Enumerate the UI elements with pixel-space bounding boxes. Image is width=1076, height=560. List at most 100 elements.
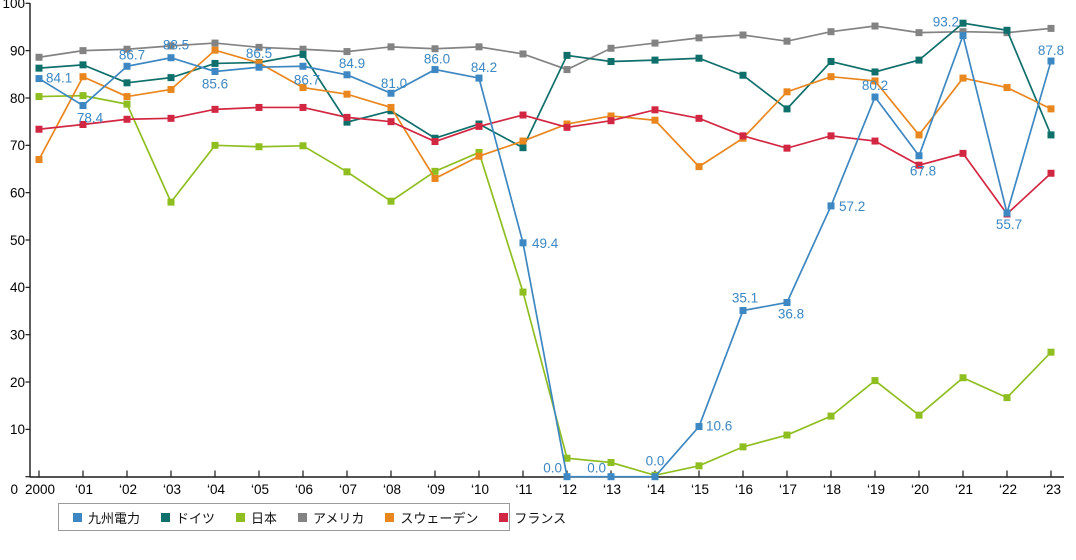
data-label: 88.5 bbox=[163, 38, 189, 53]
legend-swatch-usa bbox=[298, 512, 308, 522]
x-axis-tick-label: ‘13 bbox=[603, 482, 621, 497]
x-axis-tick-label: ‘05 bbox=[251, 482, 269, 497]
data-point-france bbox=[35, 125, 43, 133]
data-point-japan bbox=[827, 412, 835, 420]
data-point-germany bbox=[871, 68, 879, 76]
data-point-france bbox=[79, 120, 87, 128]
data-point-kyushu-denryoku bbox=[79, 102, 87, 110]
data-point-usa bbox=[431, 45, 439, 53]
data-point-usa bbox=[167, 42, 175, 50]
legend-label: アメリカ bbox=[313, 510, 365, 526]
data-label: 78.4 bbox=[77, 111, 104, 126]
data-point-japan bbox=[519, 288, 527, 296]
data-point-sweden bbox=[79, 73, 87, 81]
data-point-germany bbox=[1047, 131, 1055, 139]
data-point-usa bbox=[871, 22, 879, 30]
data-point-japan bbox=[1047, 348, 1055, 356]
x-axis-tick-label: 2000 bbox=[25, 482, 55, 497]
data-point-usa bbox=[79, 47, 87, 55]
data-point-japan bbox=[607, 458, 615, 466]
data-label: 85.6 bbox=[202, 76, 228, 91]
data-label: 84.2 bbox=[471, 60, 497, 75]
x-axis-tick-label: ‘07 bbox=[339, 482, 357, 497]
data-point-germany bbox=[563, 51, 571, 59]
data-point-france bbox=[255, 103, 263, 111]
data-point-sweden bbox=[431, 174, 439, 182]
data-point-france bbox=[871, 137, 879, 145]
data-label: 86.7 bbox=[294, 72, 320, 87]
data-point-usa bbox=[695, 34, 703, 42]
legend-swatch-japan bbox=[236, 512, 246, 522]
legend-item-usa: アメリカ bbox=[298, 508, 364, 527]
data-point-germany bbox=[519, 144, 527, 152]
data-point-germany bbox=[959, 19, 967, 27]
x-axis-tick-label: ‘17 bbox=[779, 482, 797, 497]
x-axis-tick-label: ‘15 bbox=[691, 482, 709, 497]
x-axis-tick-label: ‘23 bbox=[1043, 482, 1061, 497]
data-point-germany bbox=[343, 118, 351, 126]
x-axis-tick-label: ‘08 bbox=[383, 482, 401, 497]
data-point-kyushu-denryoku bbox=[343, 71, 351, 79]
data-point-sweden bbox=[827, 73, 835, 81]
data-point-usa bbox=[35, 53, 43, 61]
data-point-sweden bbox=[959, 74, 967, 82]
x-axis-tick-label: ‘02 bbox=[119, 482, 137, 497]
data-point-france bbox=[695, 114, 703, 122]
data-point-france bbox=[431, 138, 439, 146]
data-point-sweden bbox=[123, 93, 131, 101]
data-point-kyushu-denryoku bbox=[255, 63, 263, 71]
data-point-japan bbox=[299, 142, 307, 150]
legend-item-france: フランス bbox=[499, 508, 566, 527]
legend-swatch-france bbox=[499, 512, 509, 522]
legend-swatch-kyushu-denryoku bbox=[73, 512, 82, 522]
x-axis-tick-label: ‘06 bbox=[295, 482, 313, 497]
data-point-france bbox=[519, 111, 527, 119]
legend: 九州電力 ドイツ 日本 アメリカ スウェーデン フランス bbox=[58, 503, 566, 531]
data-point-france bbox=[211, 105, 219, 113]
data-point-japan bbox=[871, 377, 879, 385]
data-point-japan bbox=[1003, 394, 1011, 402]
data-label: 87.8 bbox=[1038, 43, 1064, 58]
data-point-kyushu-denryoku bbox=[167, 54, 175, 62]
data-label: 80.2 bbox=[862, 78, 888, 93]
data-point-kyushu-denryoku bbox=[519, 239, 527, 247]
data-point-usa bbox=[827, 28, 835, 36]
data-point-france bbox=[607, 117, 615, 125]
data-point-kyushu-denryoku bbox=[871, 93, 879, 101]
data-point-sweden bbox=[1003, 84, 1011, 92]
series-line-sweden bbox=[38, 49, 1052, 180]
data-point-kyushu-denryoku bbox=[475, 74, 483, 82]
data-label: 57.2 bbox=[839, 199, 865, 214]
legend-item-germany: ドイツ bbox=[161, 508, 215, 527]
data-point-usa bbox=[255, 43, 263, 51]
x-axis-tick-label: ‘04 bbox=[207, 482, 226, 497]
data-point-sweden bbox=[871, 77, 879, 85]
data-point-kyushu-denryoku bbox=[563, 473, 571, 481]
data-point-sweden bbox=[651, 116, 659, 124]
data-point-germany bbox=[299, 50, 307, 58]
legend-item-japan: 日本 bbox=[236, 508, 277, 527]
data-point-france bbox=[299, 103, 307, 111]
data-point-sweden bbox=[387, 103, 395, 111]
y-axis-tick-label: 100 bbox=[2, 0, 25, 11]
y-axis-tick-label: 70 bbox=[10, 138, 25, 153]
y-axis-tick-label: 80 bbox=[10, 91, 25, 106]
data-point-kyushu-denryoku bbox=[387, 89, 395, 97]
data-point-japan bbox=[387, 197, 395, 205]
data-point-france bbox=[563, 123, 571, 131]
x-axis-tick-label: ‘22 bbox=[999, 482, 1017, 497]
data-point-france bbox=[651, 106, 659, 114]
x-axis-tick-label: ‘14 bbox=[647, 482, 666, 497]
y-axis-tick-label: 60 bbox=[10, 185, 25, 200]
series-france bbox=[35, 103, 1055, 218]
data-point-japan bbox=[783, 431, 791, 439]
series-japan bbox=[35, 92, 1055, 479]
data-point-germany bbox=[827, 58, 835, 66]
data-label: 0.0 bbox=[587, 461, 606, 476]
data-point-kyushu-denryoku bbox=[827, 202, 835, 210]
data-point-france bbox=[827, 132, 835, 140]
data-point-france bbox=[123, 115, 131, 123]
legend-label: ドイツ bbox=[176, 510, 216, 526]
y-axis-tick-label: 90 bbox=[10, 43, 25, 58]
